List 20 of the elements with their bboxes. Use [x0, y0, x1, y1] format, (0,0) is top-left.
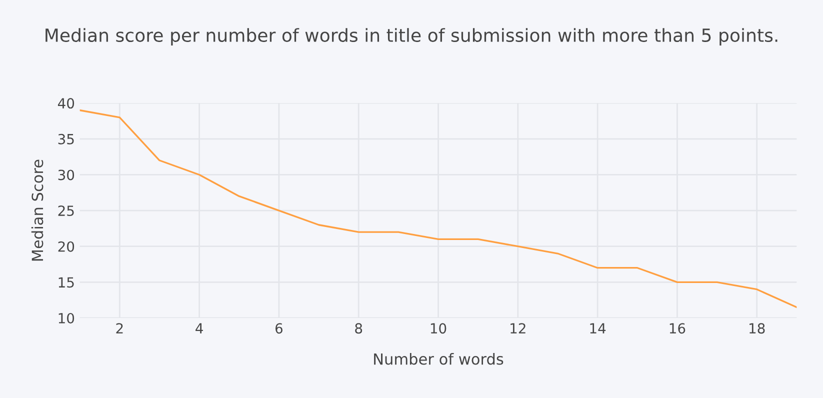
x-tick-label: 12: [510, 323, 526, 334]
x-tick-label: 14: [590, 323, 606, 334]
chart-title: Median score per number of words in title of submission with more than 5 points.: [46, 28, 778, 46]
x-tick-label: 10: [430, 323, 446, 334]
line-series: [80, 109, 797, 308]
y-tick-label: 30: [58, 170, 74, 180]
y-tick-label: 40: [58, 98, 74, 109]
x-tick-label: 8: [355, 323, 362, 334]
x-tick-label: 2: [116, 323, 123, 334]
y-tick-label: 10: [58, 312, 74, 324]
y-tick-label: 15: [58, 277, 74, 288]
x-tick-label: 16: [670, 323, 686, 334]
x-tick-label: 4: [196, 323, 203, 334]
y-tick-label: 25: [58, 206, 74, 216]
x-tick-label: 6: [276, 323, 282, 334]
x-tick-label: 18: [750, 323, 765, 334]
y-tick-label: 20: [58, 241, 74, 252]
y-axis-title: Median Score: [31, 160, 44, 261]
y-tick-label: 35: [58, 134, 74, 144]
x-axis-title: Number of words: [374, 352, 504, 365]
